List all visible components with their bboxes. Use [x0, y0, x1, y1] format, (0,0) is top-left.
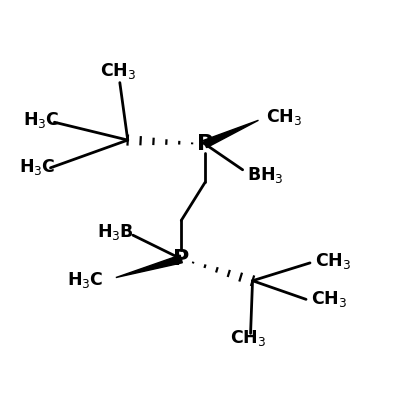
- Polygon shape: [203, 120, 258, 148]
- Text: H$_3$B: H$_3$B: [97, 222, 134, 242]
- Text: CH$_3$: CH$_3$: [315, 251, 351, 271]
- Text: H$_3$C: H$_3$C: [19, 157, 55, 177]
- Text: P: P: [196, 134, 213, 154]
- Text: H$_3$C: H$_3$C: [67, 270, 103, 290]
- Text: CH$_3$: CH$_3$: [266, 107, 302, 127]
- Text: H$_3$C: H$_3$C: [22, 110, 59, 130]
- Text: CH$_3$: CH$_3$: [99, 61, 136, 81]
- Text: CH$_3$: CH$_3$: [310, 288, 346, 308]
- Text: BH$_3$: BH$_3$: [246, 165, 283, 185]
- Text: CH$_3$: CH$_3$: [230, 328, 266, 348]
- Polygon shape: [116, 255, 182, 278]
- Text: P: P: [173, 249, 189, 269]
